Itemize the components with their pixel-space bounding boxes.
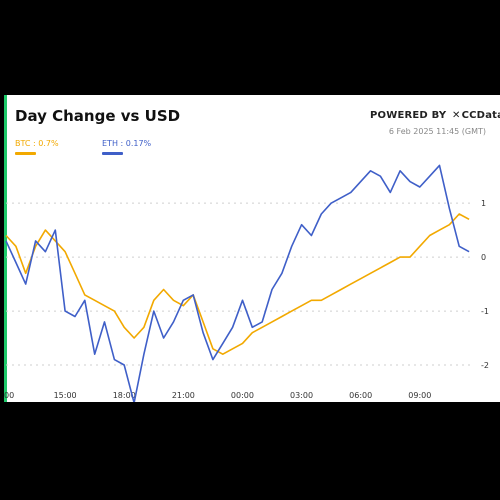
powered-by-badge[interactable]: POWERED BY ✕CCData	[370, 110, 500, 121]
x-tick-label: 06:00	[349, 391, 372, 400]
x-tick-label: 21:00	[172, 391, 195, 400]
series-line-eth	[5, 164, 470, 402]
timestamp: 6 Feb 2025 11:45 (GMT)	[388, 127, 486, 136]
legend-item-btc[interactable]: BTC : 0.7%	[15, 139, 59, 155]
y-tick-label: -1	[481, 307, 489, 316]
brand-name: CCData	[461, 110, 500, 121]
x-tick-label: 00:00	[231, 391, 254, 400]
ccdata-logo-icon: ✕	[452, 110, 461, 121]
x-tick-label: 03:00	[290, 391, 313, 400]
x-tick-label: 09:00	[408, 391, 431, 400]
legend-swatch-eth	[102, 152, 123, 155]
powered-by-label: POWERED BY	[370, 110, 447, 121]
legend-label-eth: ETH : 0.17%	[102, 139, 152, 148]
y-tick-label: -2	[481, 361, 489, 370]
x-tick-label: 15:00	[54, 391, 77, 400]
accent-bar	[4, 95, 7, 402]
legend-label-btc: BTC : 0.7%	[15, 139, 59, 148]
series-line-btc	[5, 213, 470, 355]
chart-title: Day Change vs USD	[15, 107, 181, 125]
y-tick-label: 1	[481, 199, 486, 208]
legend-swatch-btc	[15, 152, 36, 155]
legend-item-eth[interactable]: ETH : 0.17%	[102, 139, 152, 155]
x-tick-label: 00	[4, 391, 14, 400]
x-tick-label: 18:00	[113, 391, 136, 400]
y-tick-label: 0	[481, 253, 486, 262]
